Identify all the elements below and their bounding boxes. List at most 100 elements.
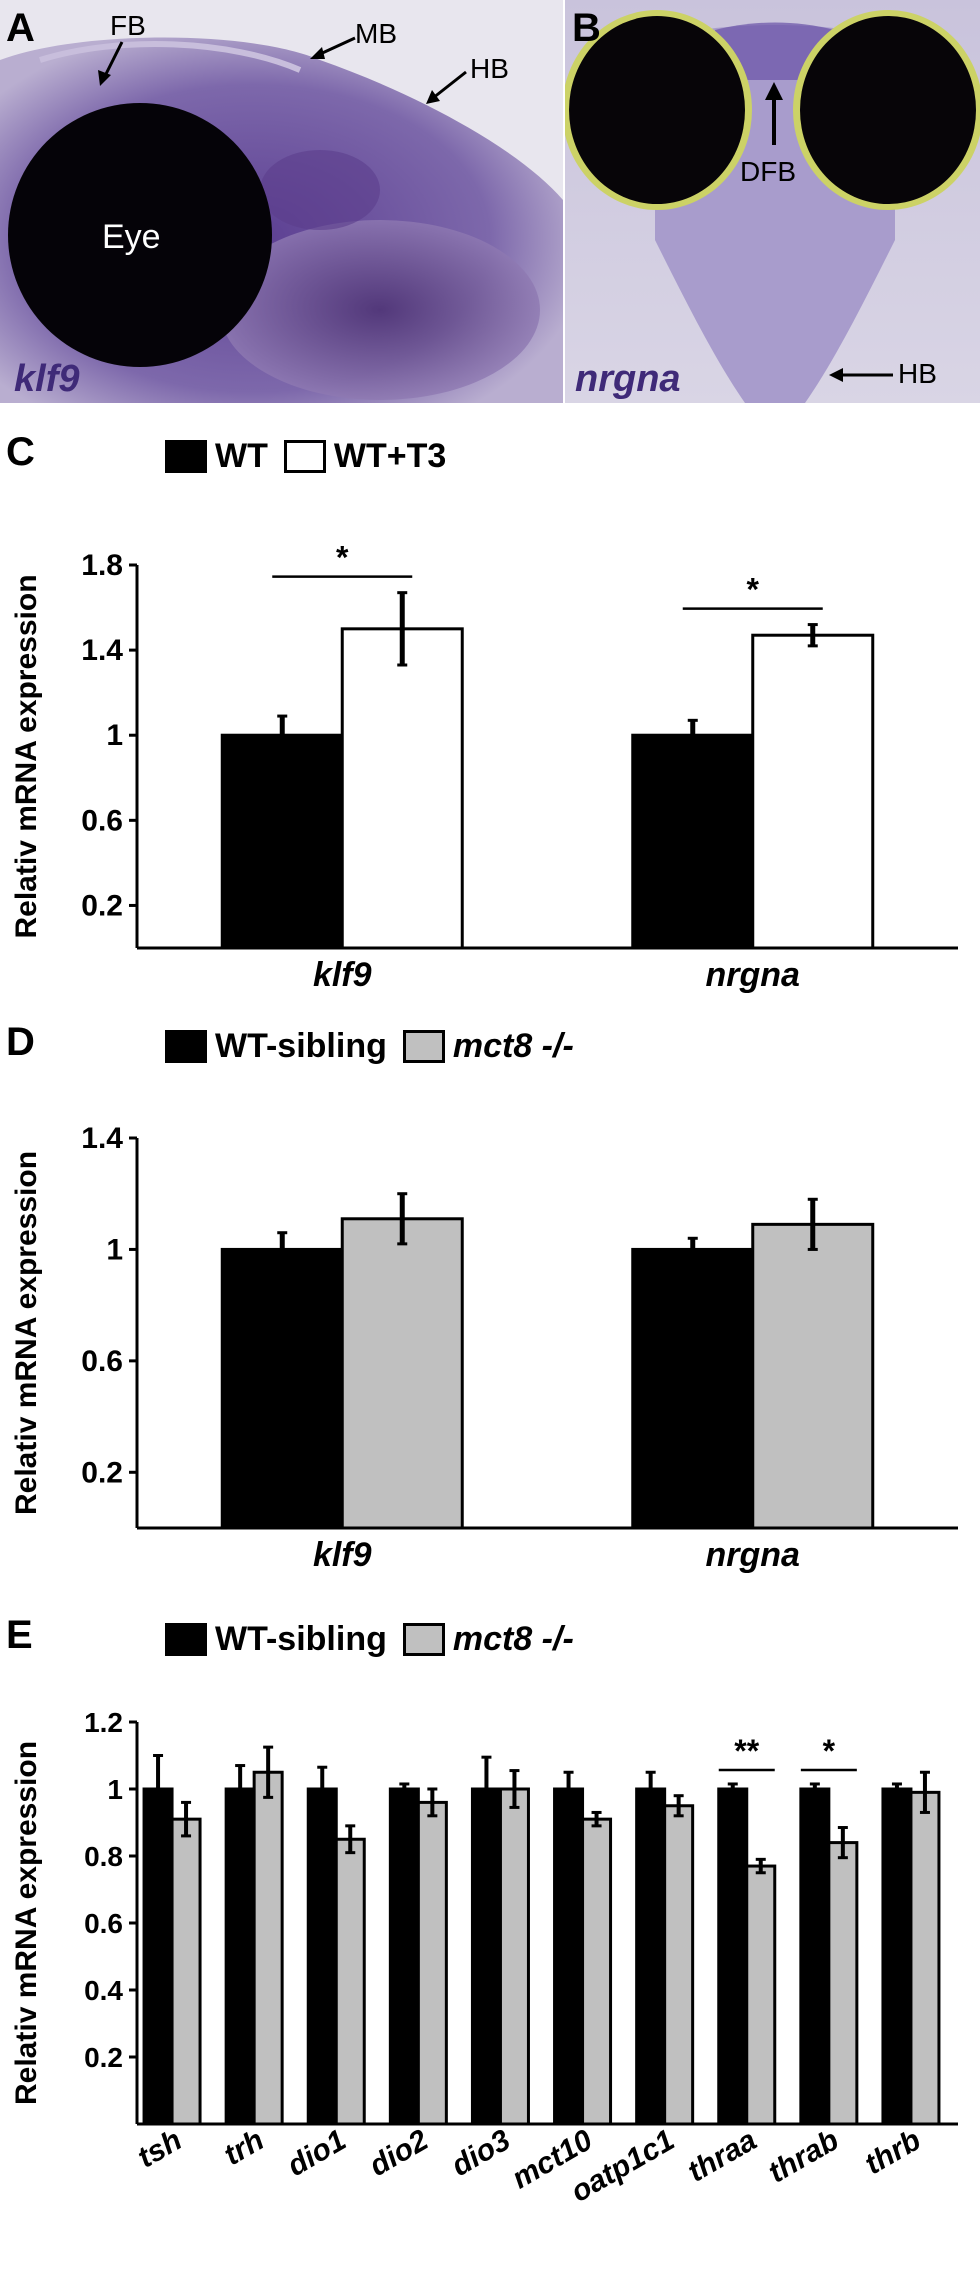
y-tick-label: 1.4 <box>81 1122 123 1155</box>
y-tick-label: 0.4 <box>84 1975 123 2006</box>
category-label: tsh <box>132 2123 187 2174</box>
bar <box>306 1787 338 2126</box>
y-tick-label: 0.6 <box>81 804 123 837</box>
significance-marker: ** <box>734 1733 759 1769</box>
y-axis-label: Relativ mRNA expression <box>10 1741 43 2105</box>
annotation-fb: FB <box>110 10 146 41</box>
bar <box>631 1247 755 1530</box>
y-axis-label: Relativ mRNA expression <box>10 1151 43 1515</box>
y-tick-label: 0.2 <box>81 1456 123 1489</box>
annotation-dfb: DFB <box>740 156 796 187</box>
bar <box>751 1222 875 1530</box>
arrow-hb <box>432 70 467 100</box>
bar <box>340 1217 464 1530</box>
legend-swatch-wt <box>165 440 207 473</box>
arrow-mb <box>317 36 356 57</box>
legend-d: WT-sibling mct8 -/- <box>165 1027 590 1066</box>
bar <box>745 1864 777 2126</box>
in-situ-image-klf9 <box>0 0 563 403</box>
bar <box>631 733 755 950</box>
panel-label-c: C <box>6 430 35 474</box>
category-label: dio1 <box>282 2123 352 2182</box>
y-axis-label: Relativ mRNA expression <box>10 574 43 938</box>
category-label: trh <box>219 2123 270 2172</box>
category-label: klf9 <box>313 1536 372 1574</box>
bar <box>881 1787 913 2126</box>
y-tick-label: 1.2 <box>84 1707 123 1738</box>
legend-item-wt-sibling-e: WT-sibling <box>165 1620 387 1659</box>
panel-label-e: E <box>6 1613 33 1657</box>
y-tick-label: 1 <box>106 719 123 752</box>
category-label: thraa <box>682 2123 762 2188</box>
category-label: dio2 <box>364 2123 434 2183</box>
legend-swatch-mct8-e <box>402 1623 445 1656</box>
legend-label-wt-sibling-d: WT-sibling <box>215 1027 387 1065</box>
bar <box>799 1787 831 2126</box>
category-label: thrb <box>859 2123 926 2181</box>
legend-item-wt: WT <box>165 437 268 476</box>
legend-item-mct8-e: mct8 -/- <box>402 1620 574 1659</box>
legend-swatch-wt-sibling-e <box>165 1623 207 1656</box>
bar <box>416 1800 448 2126</box>
significance-marker: * <box>823 1733 836 1769</box>
y-tick-label: 1 <box>106 1233 123 1266</box>
annotation-mb: MB <box>355 18 397 49</box>
y-tick-label: 0.6 <box>81 1345 123 1378</box>
bar <box>252 1770 284 2126</box>
bar-chart-c: 0.2 0.6 1 1.4 1.8 Relativ mRNA expression klf9… <box>10 540 958 994</box>
bar <box>220 733 344 950</box>
gene-label-nrgna: nrgna <box>575 358 681 400</box>
bar <box>498 1787 530 2126</box>
y-tick-label: 0.2 <box>84 2042 123 2073</box>
bar <box>635 1787 667 2126</box>
bar <box>170 1817 202 2126</box>
bar <box>663 1804 695 2126</box>
legend-label-wt-sibling-e: WT-sibling <box>215 1620 387 1658</box>
significance-marker: * <box>336 540 349 576</box>
panel-label-d: D <box>6 1020 35 1064</box>
category-label: nrgna <box>706 1536 800 1574</box>
bar <box>388 1787 420 2126</box>
annotation-eye: Eye <box>102 218 161 256</box>
y-tick-label: 1 <box>107 1774 123 1805</box>
category-label: thrab <box>763 2123 844 2189</box>
legend-item-wt-t3: WT+T3 <box>283 437 447 476</box>
category-label: klf9 <box>313 956 372 994</box>
bar <box>717 1787 749 2126</box>
bar <box>470 1787 502 2126</box>
y-tick-label: 0.2 <box>81 889 123 922</box>
legend-swatch-wt-t3 <box>283 440 326 473</box>
significance-marker: * <box>747 572 760 608</box>
legend-label-mct8-d: mct8 -/- <box>452 1027 574 1065</box>
bar <box>553 1787 585 2126</box>
bar <box>224 1787 256 2126</box>
panel-b-arrows <box>765 82 893 382</box>
bar <box>340 627 464 950</box>
legend-swatch-mct8-d <box>402 1030 445 1063</box>
legend-label-wt-t3: WT+T3 <box>333 437 447 475</box>
in-situ-image-nrgna <box>565 0 980 403</box>
annotation-hb-b: HB <box>898 358 937 389</box>
bar <box>827 1841 859 2126</box>
panel-a-arrows <box>98 36 467 104</box>
bar <box>751 633 875 950</box>
y-tick-label: 0.6 <box>84 1908 123 1939</box>
y-tick-label: 0.8 <box>84 1841 123 1872</box>
bar <box>142 1787 174 2126</box>
dorsal-larva-illustration <box>565 0 980 403</box>
bar <box>220 1247 344 1530</box>
panel-label-b: B <box>572 6 601 50</box>
legend-label-wt: WT <box>215 437 268 475</box>
category-label: dio3 <box>446 2123 516 2183</box>
legend-e: WT-sibling mct8 -/- <box>165 1620 590 1659</box>
annotation-hb-a: HB <box>470 53 509 84</box>
legend-label-mct8-e: mct8 -/- <box>452 1620 574 1658</box>
arrow-fb <box>102 41 124 79</box>
legend-c: WT WT+T3 <box>165 437 462 476</box>
category-label: nrgna <box>706 956 800 994</box>
y-tick-label: 1.4 <box>81 634 123 667</box>
gene-label-klf9: klf9 <box>14 358 80 400</box>
bar-chart-e: 0.2 0.4 0.6 0.8 1 1.2 Relativ mRNA expression t… <box>10 1707 958 2209</box>
bar <box>581 1817 613 2126</box>
legend-item-wt-sibling-d: WT-sibling <box>165 1027 387 1066</box>
